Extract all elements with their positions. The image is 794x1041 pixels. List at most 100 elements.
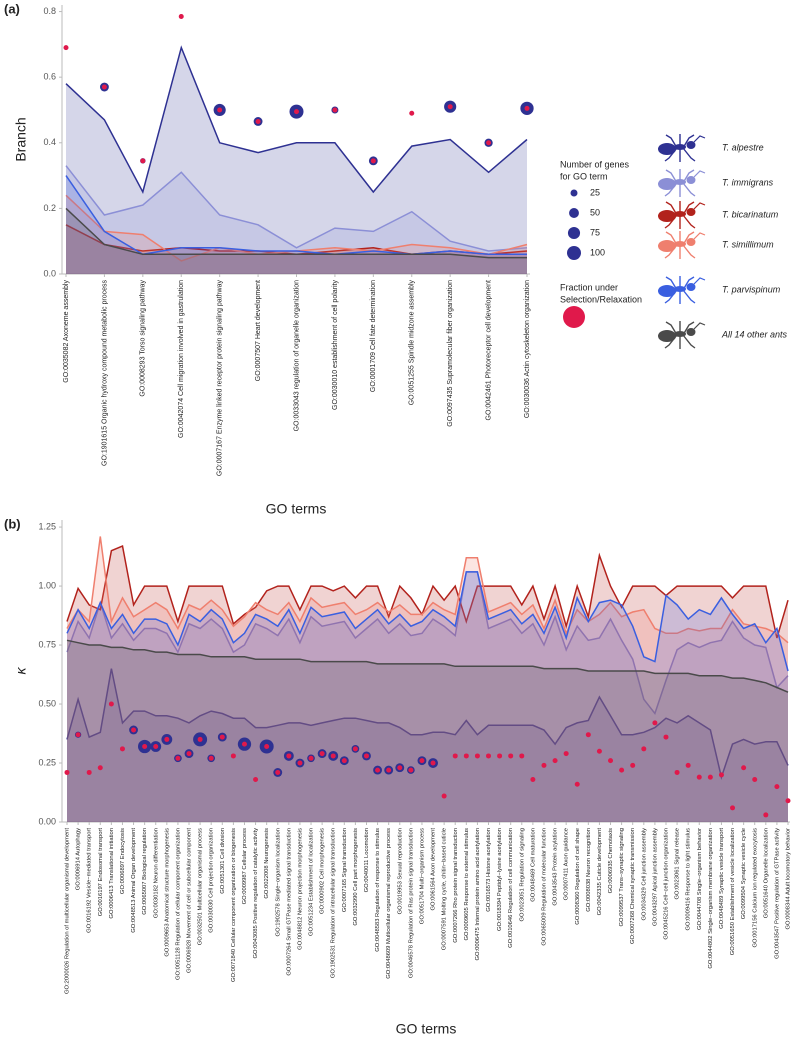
fraction-dot xyxy=(97,765,103,771)
fraction-dot xyxy=(447,104,453,110)
ant-icon xyxy=(682,134,695,149)
x-tick-label: GO:0007266 Rho protein signal transducti… xyxy=(453,828,459,943)
fraction-dot xyxy=(370,158,376,164)
ant-icon xyxy=(682,147,696,162)
ant-icon xyxy=(686,328,696,336)
fraction-dot xyxy=(585,732,591,738)
x-tick-label: GO:0006914 Autophagy xyxy=(76,828,82,890)
x-tick-label: GO:0051128 Regulation of cellular compon… xyxy=(175,828,181,980)
series-area xyxy=(67,571,788,822)
x-tick-label: GO:0051704 Multi−organism process xyxy=(419,828,425,924)
x-tick-label: GO:0045216 Cell−cell junction organizati… xyxy=(664,828,670,940)
ant-icon xyxy=(686,141,696,149)
series-line xyxy=(66,544,789,639)
fraction-dot xyxy=(430,760,436,766)
y-tick-label: 0.75 xyxy=(38,639,56,649)
ant-icon xyxy=(686,283,696,291)
ant-icon xyxy=(686,208,696,216)
y-tick-label: 1.00 xyxy=(38,580,56,590)
ant-icon xyxy=(693,135,706,143)
fraction-dot xyxy=(763,812,769,818)
fraction-dot xyxy=(785,798,791,804)
size-legend-label: 50 xyxy=(590,207,600,217)
ant-icon xyxy=(682,169,695,184)
ant-icon xyxy=(665,134,678,149)
fraction-dot xyxy=(341,758,347,764)
x-tick-label: GO:0048812 Neuron projection morphogenes… xyxy=(297,828,303,950)
fraction-dot xyxy=(452,753,458,759)
fraction-dot xyxy=(253,777,259,783)
x-tick-label: GO:0065007 Biological regulation xyxy=(142,828,148,915)
fraction-dot xyxy=(752,777,758,783)
fraction-dot xyxy=(108,701,114,707)
x-tick-label: GO:0033043 regulation of organelle organ… xyxy=(293,280,300,431)
x-tick-label: GO:0006897 Endocytosis xyxy=(120,828,126,894)
ant-icon xyxy=(664,182,678,197)
fraction-dot xyxy=(208,755,214,761)
species-legend-label: T. parvispinum xyxy=(722,284,781,294)
fraction-dot xyxy=(474,753,480,759)
x-tick-label: GO:0048609 Multicellular organismal repr… xyxy=(386,828,392,979)
x-tick-label: GO:1901615 Organic hydroxy compound meta… xyxy=(101,280,108,466)
x-tick-label: GO:0040011 Locomotion xyxy=(364,828,370,892)
fraction-dot xyxy=(519,753,525,759)
ant-icon xyxy=(658,178,676,190)
x-tick-label: GO:0006413 Translational initiation xyxy=(109,828,115,919)
x-tick-label: GO:0016192 Vesicle−mediated transport xyxy=(87,828,93,933)
species-legend-label: T. simillimum xyxy=(722,239,774,249)
x-tick-label: GO:0001709 Cell fate determination xyxy=(370,280,377,392)
size-legend-label: 75 xyxy=(590,227,600,237)
ant-icon xyxy=(682,244,696,259)
fraction-dot xyxy=(140,158,146,164)
y-tick-label: 0.2 xyxy=(43,203,56,213)
fraction-dot xyxy=(178,13,184,19)
fraction-dot xyxy=(319,751,325,757)
x-tick-label: GO:0030182 Neuron differentiation xyxy=(153,828,159,918)
fraction-dot xyxy=(608,758,614,764)
x-tick-label: GO:1902578 Single−organism localization xyxy=(275,828,281,936)
x-tick-label: GO:0030010 establishment of cell polarit… xyxy=(332,280,339,410)
x-tick-label: GO:0023051 Regulation of signaling xyxy=(519,828,525,921)
x-tick-label: GO:0016573 Histone acetylation xyxy=(486,828,492,912)
fraction-dot xyxy=(707,774,713,780)
ant-icon xyxy=(693,322,706,330)
size-legend-label: 100 xyxy=(590,247,605,257)
fraction-dot xyxy=(286,753,292,759)
size-legend-title: for GO term xyxy=(560,171,608,181)
y-tick-label: 0.4 xyxy=(43,137,56,147)
x-tick-label: GO:0042335 Cuticle development xyxy=(597,828,603,916)
fraction-dot xyxy=(275,769,281,775)
ant-icon xyxy=(665,231,678,246)
fraction-dot xyxy=(64,769,70,775)
fraction-dot xyxy=(101,84,107,90)
fraction-dot xyxy=(524,105,530,111)
fraction-dot xyxy=(352,746,358,752)
fraction-dot xyxy=(230,753,236,759)
x-tick-label: GO:1902531 Regulation of intracellular s… xyxy=(331,828,337,978)
size-legend-dot xyxy=(569,208,579,218)
fraction-dot xyxy=(131,727,137,733)
x-tick-label: GO:0046578 Regulation of Ras protein sig… xyxy=(408,828,414,978)
series-area xyxy=(67,571,788,822)
fraction-dot xyxy=(619,767,625,773)
fraction-dot xyxy=(563,751,569,757)
series-area xyxy=(66,208,527,274)
x-tick-label: GO:0048489 Synaptic vesicle transport xyxy=(719,828,725,929)
fraction-dot xyxy=(530,777,536,783)
ant-icon xyxy=(682,289,696,304)
y-tick-label: 0.8 xyxy=(43,6,56,16)
fraction-dot xyxy=(142,744,148,749)
fraction-dot xyxy=(574,781,580,787)
fraction-dot xyxy=(641,746,647,752)
fraction-dot xyxy=(363,753,369,759)
x-tick-label: GO:0008293 Torso signaling pathway xyxy=(140,280,147,397)
x-tick-label: GO:0009416 Response to light stimulus xyxy=(686,828,692,931)
ant-icon xyxy=(665,321,678,336)
fraction-dot xyxy=(119,746,125,752)
ant-icon xyxy=(658,143,676,155)
x-tick-label: GO:0007268 Chemical synaptic transmissio… xyxy=(630,828,636,944)
x-tick-label: GO:0007167 Enzyme linked receptor protei… xyxy=(217,280,224,477)
fraction-dot xyxy=(718,772,724,778)
fraction-dot xyxy=(419,758,425,764)
